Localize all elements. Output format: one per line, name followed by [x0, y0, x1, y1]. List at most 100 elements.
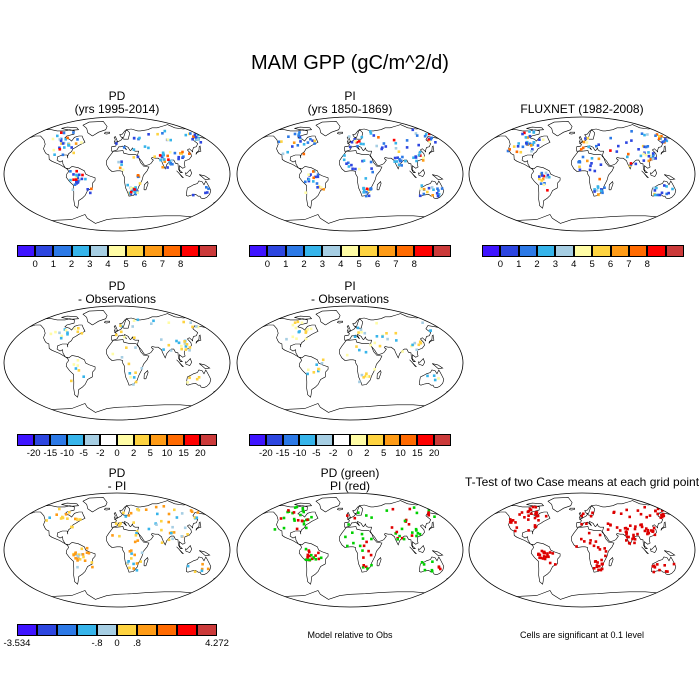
grid-cell	[593, 169, 597, 173]
colorbar-tick-label: 1	[50, 259, 57, 270]
grid-cell	[133, 553, 136, 557]
coastline	[664, 550, 676, 557]
grid-cell	[347, 165, 351, 168]
grid-cell	[123, 335, 126, 339]
grid-cell	[544, 514, 548, 518]
grid-cell	[535, 511, 539, 514]
colorbar-tick-label: 4	[338, 259, 344, 270]
grid-cell	[301, 507, 305, 510]
grid-cell	[515, 526, 519, 529]
colorbar-swatch	[304, 245, 323, 257]
grid-cell	[583, 540, 586, 543]
grid-cell	[342, 158, 346, 162]
colorbar-tick-label: 15	[412, 448, 423, 459]
coastline	[346, 325, 352, 332]
grid-cell	[76, 176, 80, 180]
grid-cell	[364, 565, 368, 569]
grid-cell	[430, 568, 434, 572]
grid-cell	[132, 376, 136, 379]
grid-cell	[606, 522, 610, 525]
grid-cell	[382, 142, 386, 145]
panel-title-fluxnet: FLUXNET (1982-2008)	[467, 103, 697, 116]
colorbar-swatch	[518, 245, 538, 257]
grid-cell	[184, 348, 188, 351]
grid-cell	[660, 134, 663, 138]
coastline	[568, 131, 575, 135]
grid-cell	[186, 381, 189, 384]
grid-cell	[594, 540, 598, 543]
grid-cell	[358, 348, 361, 352]
coastline	[418, 545, 426, 553]
grid-cell	[131, 325, 134, 328]
grid-cell	[312, 170, 315, 173]
grid-cell	[287, 510, 291, 513]
grid-cell	[586, 137, 590, 140]
colorbar-swatch	[537, 245, 556, 257]
grid-cell	[647, 154, 651, 158]
grid-cell	[656, 563, 659, 566]
grid-cell	[421, 159, 425, 162]
grid-cell	[76, 565, 79, 569]
grid-cell	[537, 519, 540, 522]
grid-cell	[588, 168, 592, 172]
grid-cell	[156, 512, 159, 516]
grid-cell	[600, 188, 603, 191]
colorbar-tick-label: 0	[497, 259, 504, 270]
grid-cell	[183, 526, 187, 530]
grid-cell	[412, 156, 415, 159]
coastline	[608, 181, 614, 191]
grid-cell	[514, 529, 517, 533]
grid-cell	[177, 155, 180, 159]
grid-cell	[78, 178, 81, 182]
grid-cell	[431, 560, 434, 563]
grid-cell	[398, 157, 401, 161]
grid-cell	[510, 519, 513, 522]
colorbar-tick-label: -10	[60, 448, 74, 459]
grid-cell	[655, 133, 659, 136]
grid-cell	[423, 134, 427, 138]
grid-cell	[61, 516, 65, 520]
colorbar-ticks-pd-obs: -20 -15 -10 -5 -2 0 2 5 10 15 20	[17, 448, 217, 460]
grid-cell	[347, 135, 351, 138]
colorbar-tick-label: 15	[178, 448, 189, 459]
grid-cell	[362, 189, 366, 192]
coastline	[660, 521, 667, 531]
grid-cell	[532, 141, 536, 144]
grid-cell	[200, 567, 204, 571]
colorbar-swatch	[414, 245, 433, 257]
colorbar-swatch	[77, 624, 97, 636]
map-panel-pd-pi	[3, 492, 231, 608]
coastline	[409, 359, 417, 368]
grid-cell	[393, 156, 397, 160]
grid-cell	[547, 175, 551, 179]
grid-cell	[132, 567, 135, 570]
colorbar-swatch	[434, 434, 451, 446]
colorbar-swatch	[359, 245, 378, 257]
grid-cell	[64, 138, 67, 141]
grid-cell	[652, 570, 656, 574]
grid-cell	[413, 341, 417, 345]
panel-title-line1: PD	[108, 279, 126, 293]
colorbar-swatch	[340, 245, 360, 257]
panel-title-line2: T-Test of two Case means at each grid po…	[464, 475, 700, 489]
coastline	[103, 320, 110, 324]
grid-cell	[531, 148, 534, 151]
grid-cell	[370, 516, 373, 519]
grid-cell	[134, 371, 137, 374]
colorbar-swatch	[282, 434, 300, 446]
colorbar-pi-obs	[249, 434, 451, 446]
grid-cell	[312, 176, 315, 180]
grid-cell	[59, 139, 63, 143]
grid-cell	[587, 531, 591, 535]
grid-cell	[601, 562, 604, 566]
grid-cell	[134, 346, 137, 349]
grid-cell	[75, 173, 78, 177]
grid-cell	[135, 531, 138, 535]
grid-cell	[74, 552, 77, 556]
grid-cell	[191, 325, 194, 329]
grid-cell	[407, 523, 411, 526]
grid-cell	[598, 548, 602, 551]
grid-cell	[357, 331, 360, 334]
grid-cell	[316, 173, 320, 176]
